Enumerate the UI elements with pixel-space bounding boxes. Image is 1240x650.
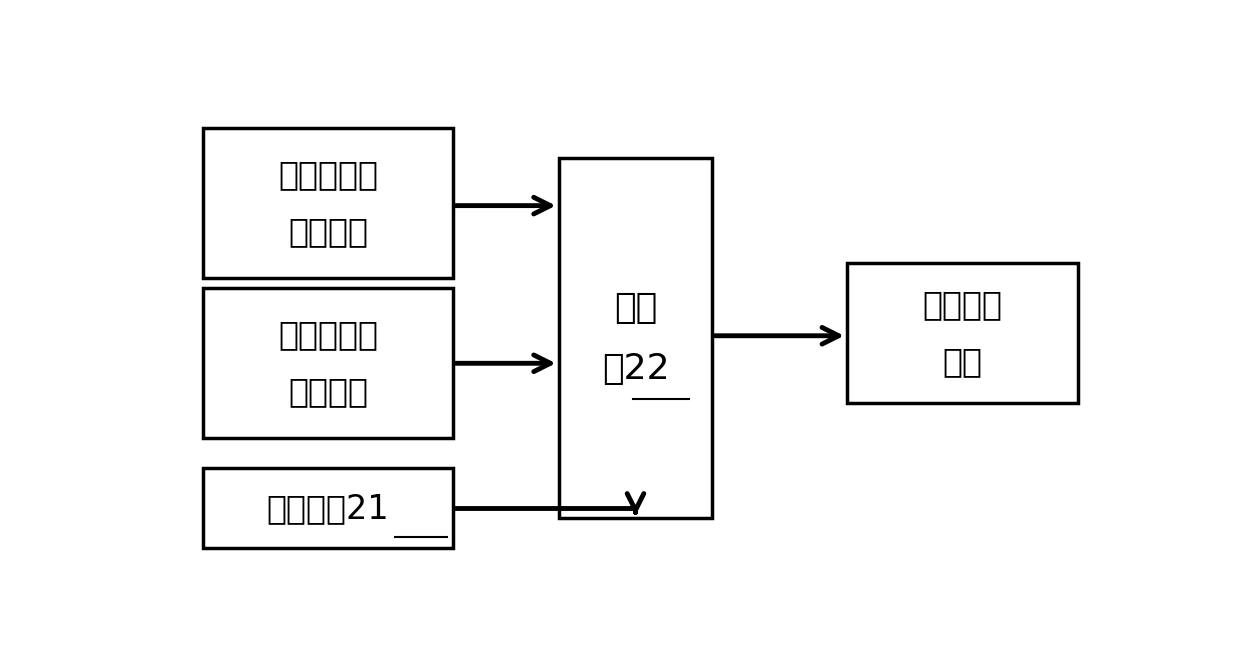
- Bar: [203, 288, 453, 438]
- Text: 原始的电容: 原始的电容: [278, 159, 378, 191]
- Text: 控制电路21: 控制电路21: [267, 492, 389, 525]
- Bar: [847, 263, 1078, 403]
- Text: 设置电路: 设置电路: [923, 289, 1002, 322]
- Text: 校准的电容: 校准的电容: [278, 318, 378, 352]
- Bar: [558, 158, 712, 519]
- Text: 选择: 选择: [614, 291, 657, 324]
- Bar: [203, 469, 453, 549]
- Bar: [203, 128, 453, 278]
- Text: 阵列权重: 阵列权重: [288, 375, 368, 408]
- Text: 参数: 参数: [942, 345, 982, 378]
- Text: 阵列权重: 阵列权重: [288, 215, 368, 248]
- Text: 器22: 器22: [601, 352, 670, 386]
